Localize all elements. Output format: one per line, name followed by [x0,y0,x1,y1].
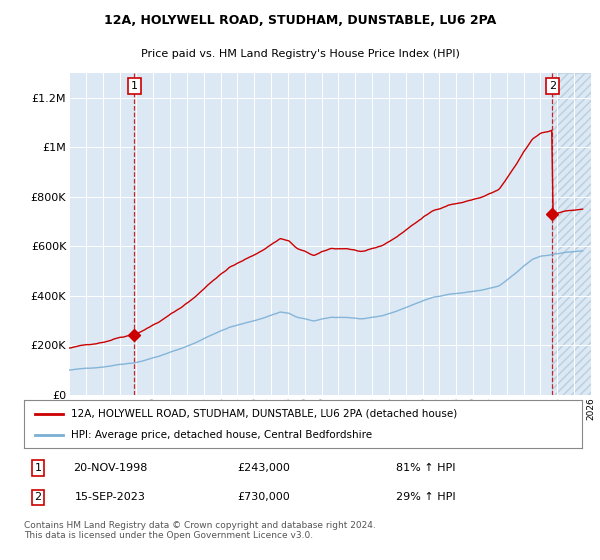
Text: 81% ↑ HPI: 81% ↑ HPI [396,463,455,473]
Text: 1: 1 [34,463,41,473]
Text: 20-NOV-1998: 20-NOV-1998 [73,463,148,473]
Text: 12A, HOLYWELL ROAD, STUDHAM, DUNSTABLE, LU6 2PA: 12A, HOLYWELL ROAD, STUDHAM, DUNSTABLE, … [104,14,496,27]
Text: HPI: Average price, detached house, Central Bedfordshire: HPI: Average price, detached house, Cent… [71,430,373,440]
Text: 2: 2 [34,492,41,502]
Text: £730,000: £730,000 [238,492,290,502]
Text: Contains HM Land Registry data © Crown copyright and database right 2024.
This d: Contains HM Land Registry data © Crown c… [24,521,376,540]
Text: 29% ↑ HPI: 29% ↑ HPI [396,492,455,502]
Bar [553,73,591,395]
Text: £243,000: £243,000 [238,463,290,473]
Text: 1: 1 [131,81,138,91]
Text: 2: 2 [549,81,556,91]
Text: Price paid vs. HM Land Registry's House Price Index (HPI): Price paid vs. HM Land Registry's House … [140,49,460,59]
Bar [553,73,591,395]
Text: 15-SEP-2023: 15-SEP-2023 [75,492,146,502]
Text: 12A, HOLYWELL ROAD, STUDHAM, DUNSTABLE, LU6 2PA (detached house): 12A, HOLYWELL ROAD, STUDHAM, DUNSTABLE, … [71,409,458,419]
